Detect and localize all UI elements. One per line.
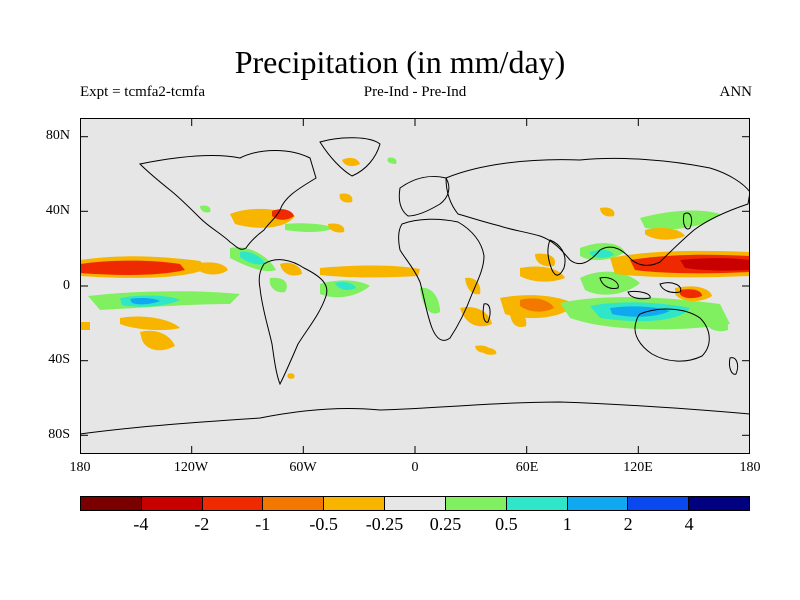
x-tick-180w: 180 [69,460,91,475]
experiment-label: Expt = tcmfa2-tcmfa [80,84,206,100]
colorbar-label: -4 [133,514,149,534]
colorbar-label: -0.5 [309,514,338,534]
precipitation-map [80,118,750,454]
axis-ticks [80,118,750,454]
period-label: Pre-Ind - Pre-Ind [363,84,467,100]
colorbar-label: 0.25 [429,514,462,534]
y-tick-80s: 80S [48,427,70,442]
y-tick-80n: 80N [45,128,70,143]
colorbar-box-5 [385,497,446,510]
colorbar-box-2 [202,497,264,510]
colorbar-label: 2 [623,514,633,534]
colorbar-box-10 [689,497,749,510]
colorbar-box-8 [567,497,629,510]
x-tick-60w: 60W [289,460,317,475]
colorbar-box-0 [81,497,142,510]
map-plot-area [80,118,750,454]
colorbar-label: 4 [684,514,694,534]
anomaly-patches [80,157,750,379]
season-label: ANN [719,84,753,100]
colorbar-box-9 [628,497,690,510]
y-tick-0: 0 [63,278,70,293]
x-tick-0: 0 [411,460,419,475]
colorbar-label: -1 [255,514,271,534]
x-tick-180e: 180 [739,460,761,475]
colorbar-label: 1 [562,514,572,534]
x-tick-120w: 120W [173,460,209,475]
y-tick-40s: 40S [48,352,70,367]
x-tick-120e: 120E [623,460,653,475]
map-background [80,118,750,454]
colorbar-box-6 [445,497,507,510]
map-title: Precipitation (in mm/day) [234,44,566,80]
colorbar [80,496,750,511]
colorbar-box-3 [263,497,325,510]
colorbar-box-7 [506,497,568,510]
colorbar-label: 0.5 [495,514,518,534]
colorbar-box-4 [324,497,386,510]
coastlines [80,137,750,435]
colorbar-label: -2 [194,514,210,534]
colorbar-label: -0.25 [365,514,404,534]
colorbar-box-1 [141,497,203,510]
y-tick-40n: 40N [45,203,70,218]
x-tick-60e: 60E [515,460,539,475]
